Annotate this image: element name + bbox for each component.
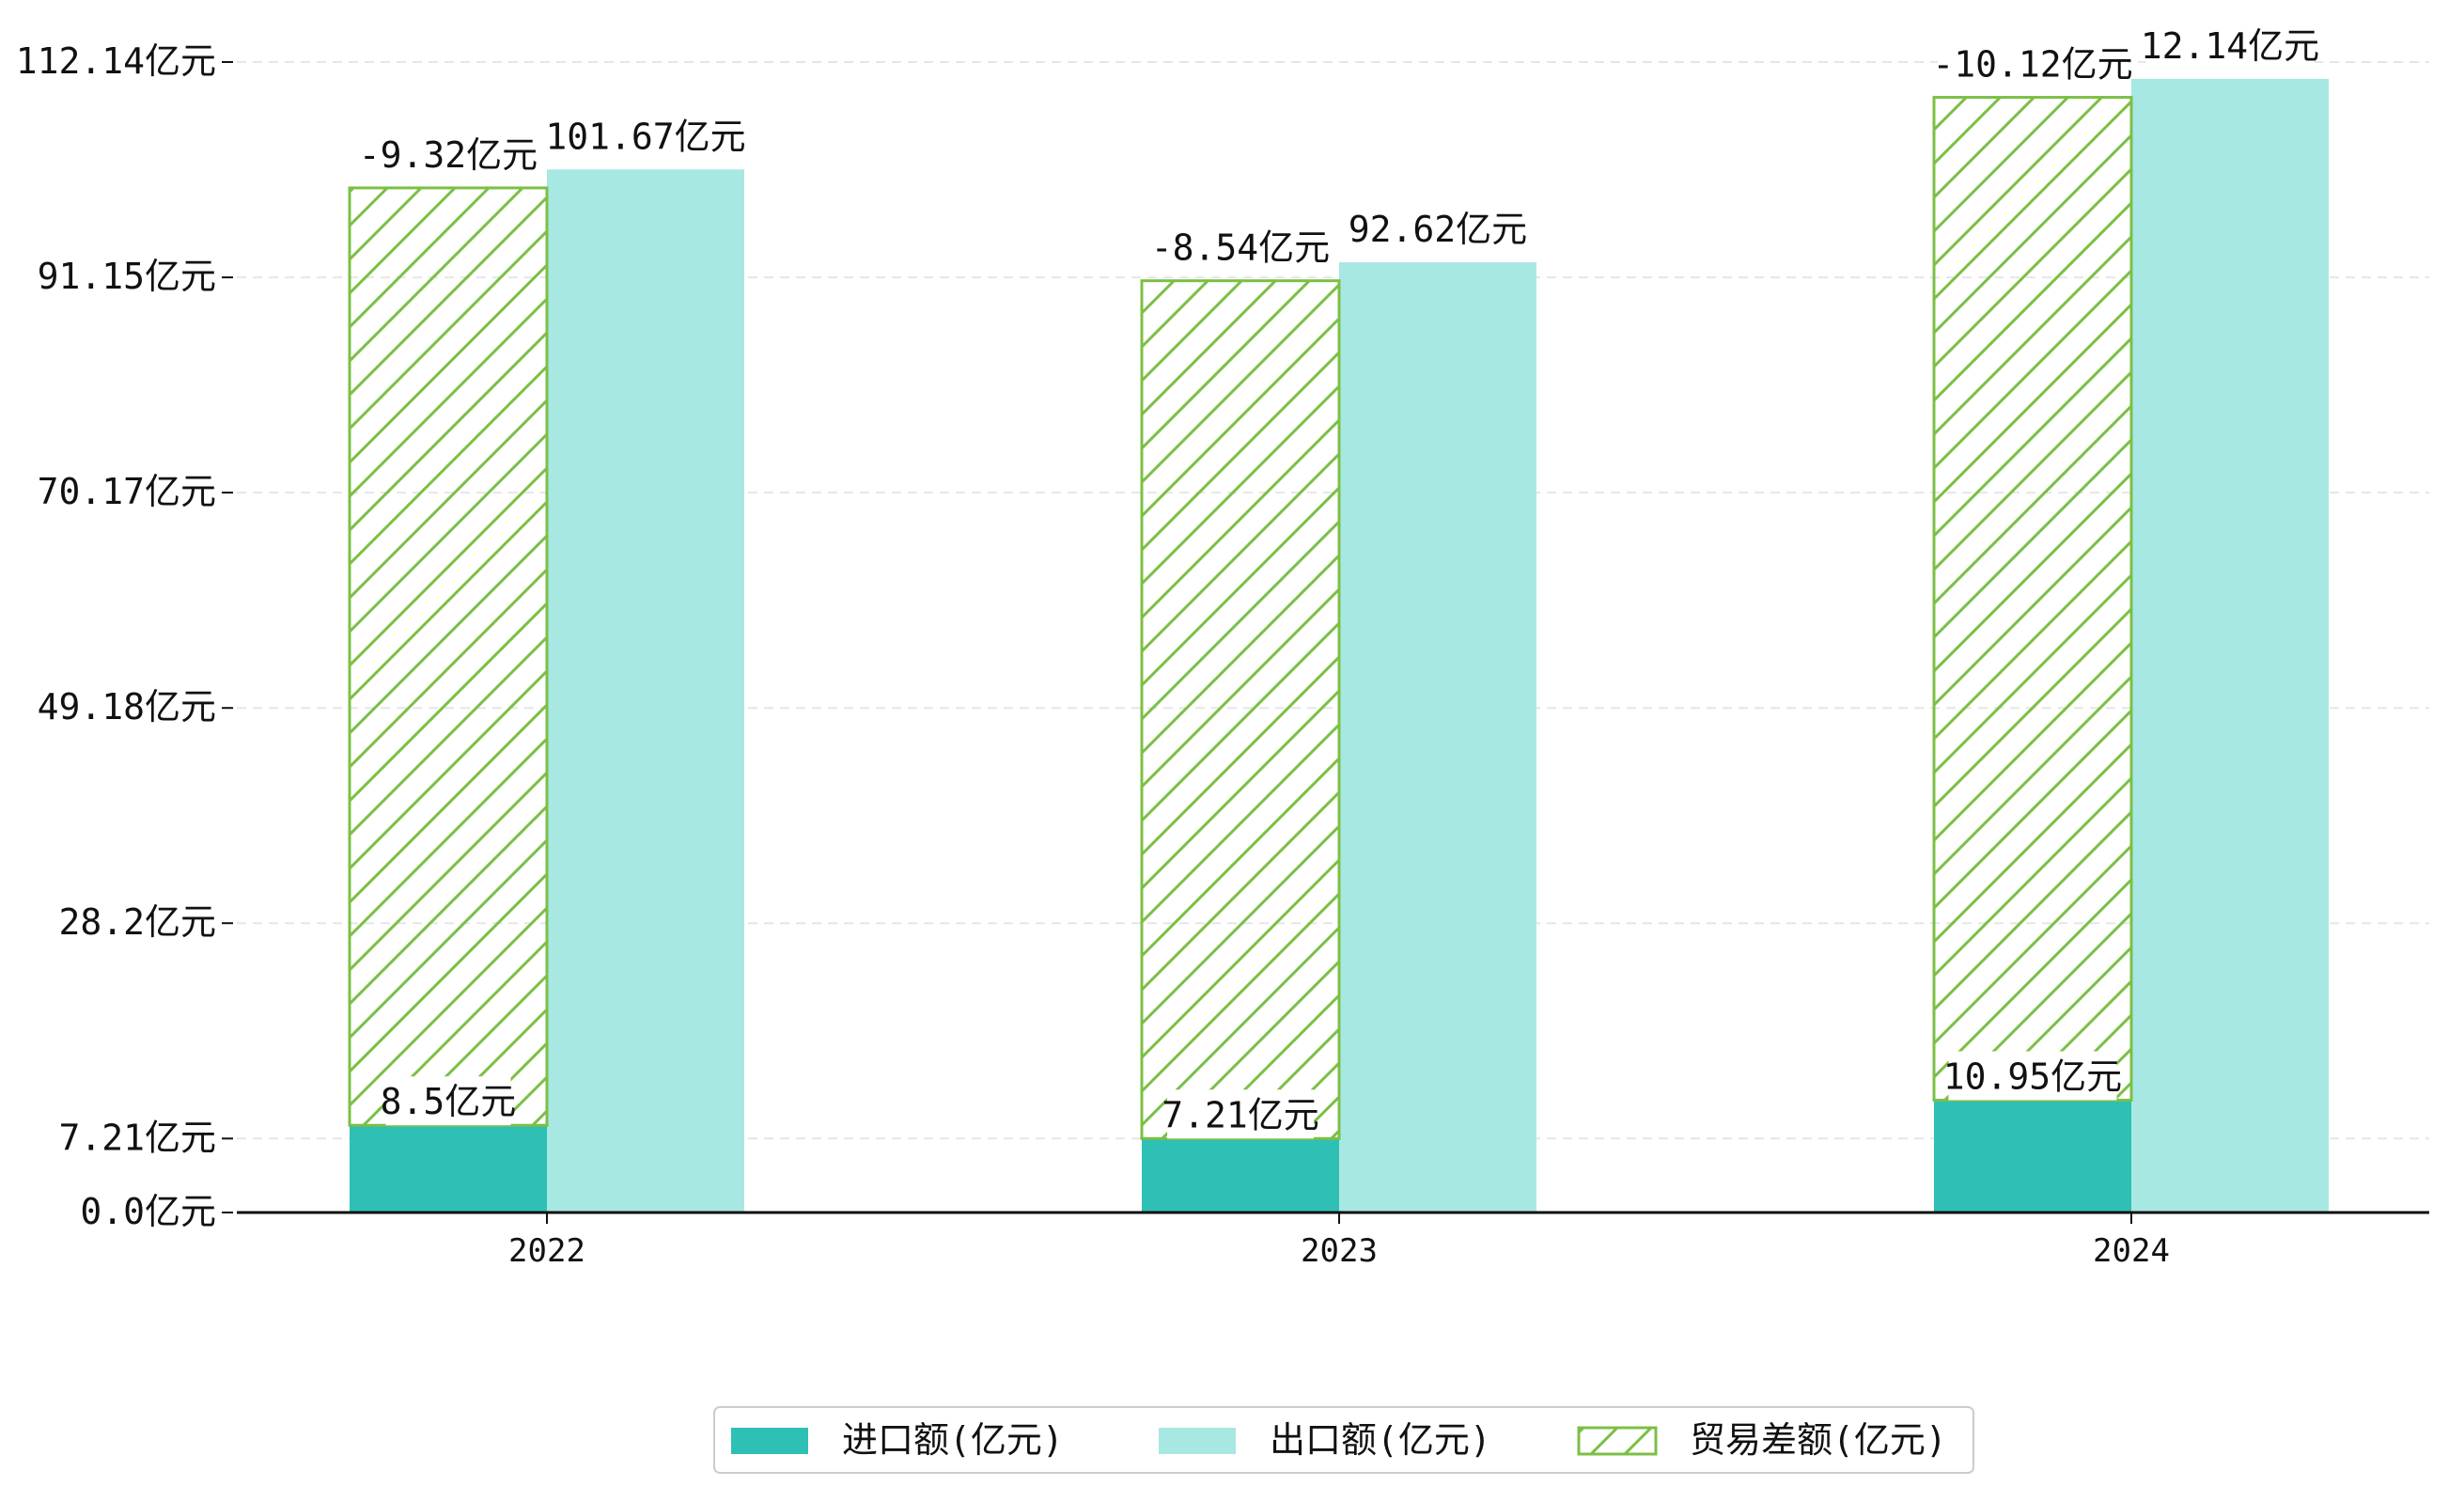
legend-label: 进口额(亿元) <box>842 1419 1064 1461</box>
bar-import <box>350 1125 547 1213</box>
y-tick-label: 28.2亿元 <box>58 901 216 943</box>
data-label: 92.62亿元 <box>1349 204 1527 254</box>
y-tick-label: 112.14亿元 <box>16 40 216 82</box>
data-label-bg <box>1167 1089 1314 1139</box>
legend-swatch <box>1159 1428 1236 1454</box>
legend-label: 出口额(亿元) <box>1270 1419 1491 1461</box>
y-tick-label: 7.21亿元 <box>58 1117 216 1158</box>
y-tick-label: 49.18亿元 <box>38 686 216 728</box>
data-label-bg <box>551 111 741 161</box>
data-label-text: 10.95亿元 <box>1943 1056 2122 1097</box>
legend-swatch <box>731 1428 808 1454</box>
legend: 进口额(亿元) 出口额(亿元) 贸易差额(亿元) <box>713 1406 1974 1474</box>
bar-export <box>2131 78 2329 1213</box>
data-label-text: 12.14亿元 <box>2141 25 2319 67</box>
data-label-bg <box>364 129 533 179</box>
y-tick-label: 91.15亿元 <box>38 256 216 297</box>
legend-swatch <box>1577 1426 1658 1456</box>
legend-item: 进口额(亿元) <box>731 1419 1064 1461</box>
legend-item: 出口额(亿元) <box>1159 1419 1491 1461</box>
data-label-bg <box>1948 1051 2117 1101</box>
bar-export <box>1339 262 1536 1213</box>
data-label-text: -8.54亿元 <box>1151 227 1330 269</box>
x-tick-label: 2022 <box>508 1232 585 1270</box>
x-tick-label: 2023 <box>1301 1232 1378 1270</box>
data-label: 12.14亿元 <box>2141 20 2319 70</box>
data-label-bg <box>1156 222 1325 272</box>
bar-trade-balance <box>348 186 549 1127</box>
x-tick-label: 2024 <box>2093 1232 2170 1270</box>
data-label-bg <box>385 1076 511 1126</box>
data-label: 10.95亿元 <box>1943 1051 2122 1101</box>
data-label: 101.67亿元 <box>545 111 746 161</box>
data-label-bg <box>2145 20 2315 70</box>
x-axis: 2022 2023 2024 <box>237 1211 2429 1270</box>
y-tick-label: 70.17亿元 <box>38 471 216 512</box>
bars <box>348 78 2329 1213</box>
legend-label: 贸易差额(亿元) <box>1690 1419 1947 1461</box>
bar-import <box>1142 1138 1339 1213</box>
bar-trade-balance <box>1140 279 1341 1140</box>
data-label-bg <box>1938 39 2128 88</box>
y-axis: 0.0亿元 7.21亿元 28.2亿元 49.18亿元 70.17亿元 91.15亿元 11… <box>16 40 233 1232</box>
bar-export <box>547 169 744 1213</box>
data-label-text: -9.32亿元 <box>359 134 538 176</box>
data-label-text: 8.5亿元 <box>381 1081 517 1122</box>
bar-trade-balance <box>1932 96 2133 1102</box>
data-label-text: 7.21亿元 <box>1162 1094 1319 1135</box>
data-label: -8.54亿元 <box>1151 222 1330 272</box>
legend-item: 贸易差额(亿元) <box>1577 1419 1947 1461</box>
bar-import <box>1934 1100 2131 1213</box>
data-label: 8.5亿元 <box>381 1076 517 1126</box>
data-label-text: 92.62亿元 <box>1349 209 1527 250</box>
data-label-text: -10.12亿元 <box>1932 44 2132 86</box>
y-tick-label: 0.0亿元 <box>80 1191 216 1232</box>
data-label-text: 101.67亿元 <box>545 116 745 157</box>
data-label: -9.32亿元 <box>359 129 538 179</box>
data-label: -10.12亿元 <box>1932 39 2133 88</box>
data-labels: -9.32亿元 101.67亿元 8.5亿元 -8.54亿元 92.62亿元 7.21亿元… <box>359 20 2319 1139</box>
data-label: 7.21亿元 <box>1162 1089 1319 1139</box>
legend-box <box>713 1406 1974 1474</box>
data-label-bg <box>1353 204 1522 254</box>
